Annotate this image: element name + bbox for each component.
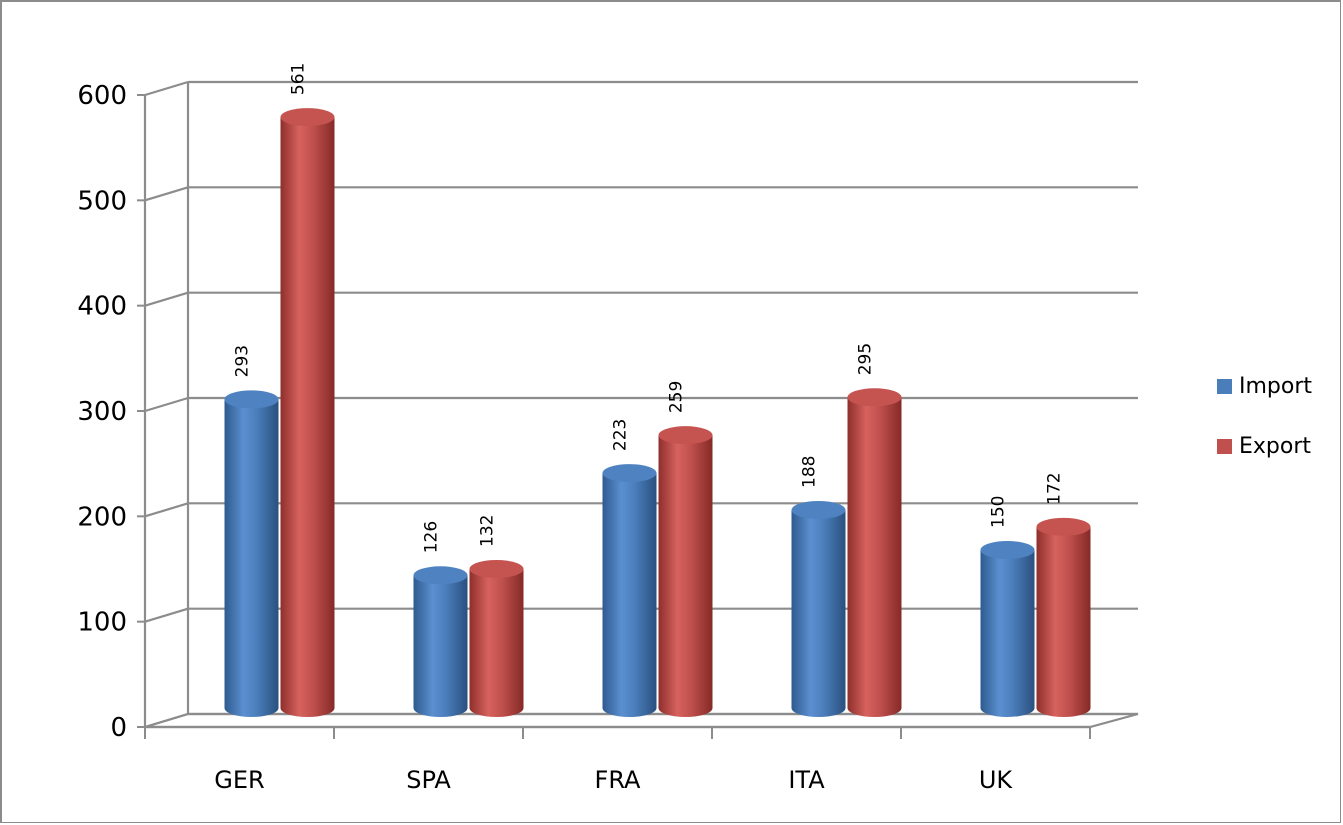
legend-swatch-import <box>1217 379 1232 394</box>
gridline-depth <box>144 502 189 518</box>
bar-export-spa <box>469 559 524 717</box>
bar-body <box>280 117 335 717</box>
gridline-depth <box>144 396 189 413</box>
data-labels: 293 126 223 188 150 561 132 259 295 172 <box>233 63 1065 554</box>
data-label: 126 <box>422 521 442 553</box>
bar-import-fra <box>602 464 657 717</box>
bar-top <box>224 390 279 409</box>
legend-label-export: Export <box>1239 434 1311 459</box>
data-label: 259 <box>667 381 687 413</box>
gridline-depth <box>144 607 189 623</box>
data-label: 293 <box>233 345 253 377</box>
x-tick-label: UK <box>979 766 1014 794</box>
bar-body <box>602 473 657 717</box>
y-tick-label: 600 <box>77 81 127 111</box>
bar-body <box>1036 526 1091 717</box>
gridline-depth <box>144 186 189 202</box>
bar-top <box>280 108 335 127</box>
legend-swatch-export <box>1217 439 1232 454</box>
bar-import-spa <box>413 566 468 717</box>
gridline-depth <box>144 291 189 307</box>
bar-top <box>413 566 468 585</box>
data-label: 295 <box>856 343 876 375</box>
bar-import-ger <box>224 390 279 717</box>
legend-label-import: Import <box>1239 374 1312 399</box>
bar-top <box>469 559 524 578</box>
y-tick-label: 400 <box>77 292 127 322</box>
bar-import-ita <box>791 500 846 717</box>
x-tick-label: ITA <box>788 766 825 794</box>
axes: 0 100 200 300 400 500 600 GER SPA FRA ITA UK <box>77 81 1139 794</box>
bar-body <box>469 568 524 717</box>
bar-import-uk <box>980 541 1035 717</box>
bar-top <box>1036 517 1091 536</box>
data-label: 132 <box>478 515 498 547</box>
bar-body <box>791 509 846 717</box>
bar-body <box>980 550 1035 717</box>
bar-export-uk <box>1036 517 1091 717</box>
data-label: 150 <box>989 496 1009 528</box>
data-label: 172 <box>1045 472 1065 504</box>
bar-top <box>658 426 713 445</box>
bars <box>224 108 1091 717</box>
bar-top <box>847 388 902 407</box>
x-tick-label: GER <box>214 766 264 794</box>
y-tick-label: 200 <box>77 502 127 532</box>
bar-top <box>980 541 1035 559</box>
bar-export-ger <box>280 108 335 717</box>
data-label: 561 <box>289 63 309 95</box>
data-label: 223 <box>611 419 631 451</box>
bar-body <box>224 399 279 717</box>
y-tick-label: 100 <box>77 608 127 638</box>
gridline-depth <box>144 80 189 97</box>
bar-export-ita <box>847 388 902 717</box>
bar-top <box>791 500 846 519</box>
legend: Import Export <box>1217 374 1312 459</box>
y-tick-label: 300 <box>77 397 127 427</box>
x-tick-label: SPA <box>406 766 451 794</box>
y-tick-label: 0 <box>110 713 127 743</box>
bar-body <box>413 575 468 717</box>
bar-body <box>658 435 713 717</box>
x-tick-label: FRA <box>595 766 642 794</box>
bar-top <box>602 464 657 483</box>
bar-export-fra <box>658 426 713 717</box>
bar-body <box>847 397 902 717</box>
y-tick-label: 500 <box>77 186 127 216</box>
data-label: 188 <box>800 456 820 488</box>
